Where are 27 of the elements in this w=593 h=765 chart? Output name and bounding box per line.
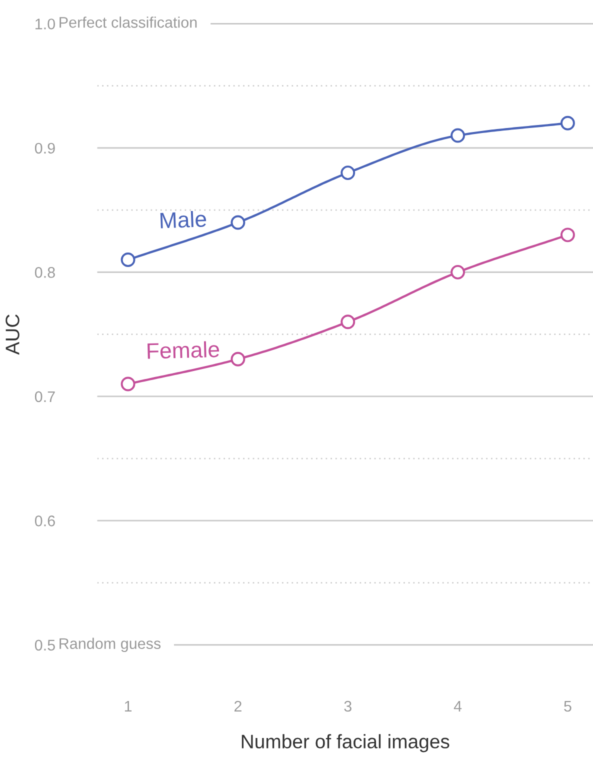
point [560,116,575,130]
point [340,166,356,180]
point [230,215,246,230]
y-tick-label: 1.0 [36,18,55,30]
x-tick-label: 1 [124,701,132,712]
point [340,314,356,330]
x-axis-title: Number of facial images [242,734,450,752]
ref-line-label: Random guess [60,638,161,652]
y-tick-label: 0.8 [34,267,55,278]
series-label: Male [160,210,206,228]
point [560,228,575,242]
y-tick-label: 0.7 [34,391,55,402]
x-tick-label: 5 [564,701,572,712]
point [120,252,136,267]
x-tick-label: 3 [344,700,352,712]
x-tick-label: 4 [454,701,462,712]
x-tick-label: 2 [234,700,242,712]
point [230,352,246,366]
y-tick-label: 0.9 [34,142,55,154]
ref-line-label: Perfect classification [60,16,197,28]
y-tick-label: 0.6 [34,516,55,526]
point [120,376,136,392]
y-axis-title: AUC [6,314,20,355]
y-tick-label: 0.5 [34,640,55,651]
series-label: Female [148,340,220,359]
point [450,128,466,143]
point [450,264,466,280]
